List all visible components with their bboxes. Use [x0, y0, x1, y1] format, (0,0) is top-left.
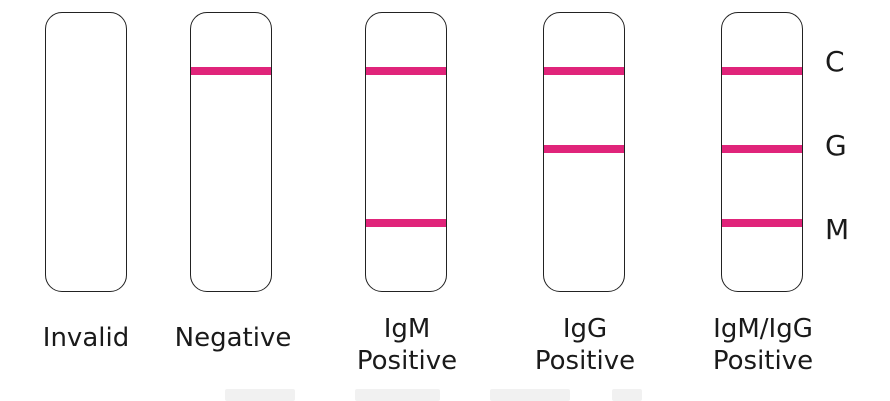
caption-igg-positive: IgG Positive: [505, 313, 665, 377]
test-strip-igg-positive: [543, 12, 625, 292]
band-control-line: [366, 67, 446, 75]
caption-line: Negative: [174, 323, 292, 353]
band-control-line: [191, 67, 271, 75]
band-label-control: C: [825, 45, 845, 78]
band-label-igm: M: [825, 213, 850, 246]
footer-shadow: [490, 389, 570, 401]
caption-line: IgM: [383, 314, 431, 344]
caption-negative: Negative: [153, 322, 313, 354]
footer-shadow: [612, 389, 642, 401]
caption-line: Invalid: [42, 323, 130, 353]
band-igm-line: [722, 219, 802, 227]
caption-line: IgG: [562, 314, 608, 344]
footer-shadow: [225, 389, 295, 401]
footer-shadow: [355, 389, 440, 401]
caption-igm-positive: IgM Positive: [327, 313, 487, 377]
band-control-line: [722, 67, 802, 75]
test-strip-invalid: [45, 12, 127, 292]
test-strip-negative: [190, 12, 272, 292]
band-label-igg: G: [825, 129, 847, 162]
caption-line: Positive: [712, 346, 814, 376]
caption-line: Positive: [356, 346, 458, 376]
band-control-line: [544, 67, 624, 75]
band-igg-line: [544, 145, 624, 153]
test-strip-igm-igg-positive: [721, 12, 803, 292]
test-strip-igm-positive: [365, 12, 447, 292]
band-igg-line: [722, 145, 802, 153]
caption-line: IgM/IgG: [713, 314, 813, 344]
caption-invalid: Invalid: [6, 322, 166, 354]
caption-line: Positive: [534, 346, 636, 376]
caption-igm-igg-positive: IgM/IgG Positive: [683, 313, 843, 377]
band-igm-line: [366, 219, 446, 227]
